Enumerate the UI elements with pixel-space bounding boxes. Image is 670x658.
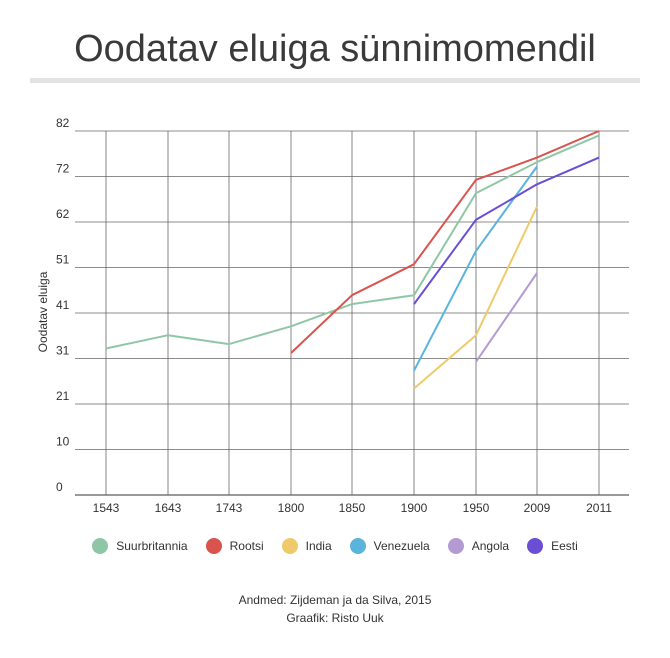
legend-label: Suurbritannia xyxy=(116,539,188,553)
y-tick-label: 82 xyxy=(56,116,70,130)
x-tick-label: 1800 xyxy=(278,501,305,515)
series-line-india xyxy=(413,206,538,390)
x-tick-label: 1900 xyxy=(401,501,428,515)
y-tick-label: 62 xyxy=(56,207,70,221)
x-axis-ticks: 1543 1643 1743 1800 1850 1900 1950 2009 2011 xyxy=(93,501,613,515)
legend-item-india: India xyxy=(281,538,332,554)
series-line-venezuela xyxy=(413,165,538,372)
legend-item-suurbritannia: Suurbritannia xyxy=(92,538,188,554)
y-tick-label: 41 xyxy=(56,298,70,312)
series-line-eesti xyxy=(413,156,600,305)
y-axis-label: Oodatav eluiga xyxy=(36,271,50,352)
y-tick-label: 0 xyxy=(56,480,63,494)
legend-item-eesti: Eesti xyxy=(527,538,578,554)
y-tick-label: 51 xyxy=(56,253,70,267)
x-tick-label: 2009 xyxy=(524,501,551,515)
x-tick-label: 1950 xyxy=(463,501,490,515)
x-tick-label: 1643 xyxy=(155,501,182,515)
series-line-suurbritannia xyxy=(105,134,600,350)
x-tick-label: 1743 xyxy=(216,501,243,515)
y-tick-label: 72 xyxy=(56,162,70,176)
series-line-angola xyxy=(475,272,538,363)
x-tick-label: 1850 xyxy=(339,501,366,515)
author-credit: Graafik: Risto Uuk xyxy=(286,611,384,625)
legend-swatch xyxy=(281,538,298,554)
series-lines xyxy=(105,130,600,390)
legend-item-rootsi: Rootsi xyxy=(205,538,264,554)
legend-item-angola: Angola xyxy=(447,538,510,554)
series-line-rootsi xyxy=(290,130,600,354)
grid xyxy=(75,130,629,496)
chart-title: Oodatav eluiga sünnimomendil xyxy=(74,28,596,70)
source-credit: Andmed: Zijdeman ja da Silva, 2015 xyxy=(238,593,432,607)
y-axis-ticks: 0 10 21 31 41 51 62 72 82 xyxy=(56,116,70,494)
legend-swatch xyxy=(447,538,464,554)
title-divider xyxy=(30,78,640,83)
legend-swatch xyxy=(349,538,366,554)
legend-swatch xyxy=(205,538,222,554)
y-tick-label: 21 xyxy=(56,389,70,403)
line-chart: 0 10 21 31 41 51 62 72 82 1543 1643 1743 1800 1850 19… xyxy=(36,116,629,515)
legend-label: India xyxy=(305,539,332,553)
legend-item-venezuela: Venezuela xyxy=(349,538,430,554)
x-tick-label: 2011 xyxy=(586,501,612,515)
legend-label: Angola xyxy=(471,539,510,553)
legend-label: Rootsi xyxy=(229,539,264,553)
legend-swatch xyxy=(92,538,109,554)
x-tick-label: 1543 xyxy=(93,501,120,515)
legend-swatch xyxy=(527,538,544,554)
credits: Andmed: Zijdeman ja da Silva, 2015 Graaf… xyxy=(0,591,670,627)
y-tick-label: 31 xyxy=(56,344,70,358)
y-tick-label: 10 xyxy=(56,435,70,449)
legend: Suurbritannia Rootsi India Venezuela Angola E… xyxy=(0,538,670,554)
legend-label: Venezuela xyxy=(373,539,430,553)
legend-label: Eesti xyxy=(551,539,578,553)
